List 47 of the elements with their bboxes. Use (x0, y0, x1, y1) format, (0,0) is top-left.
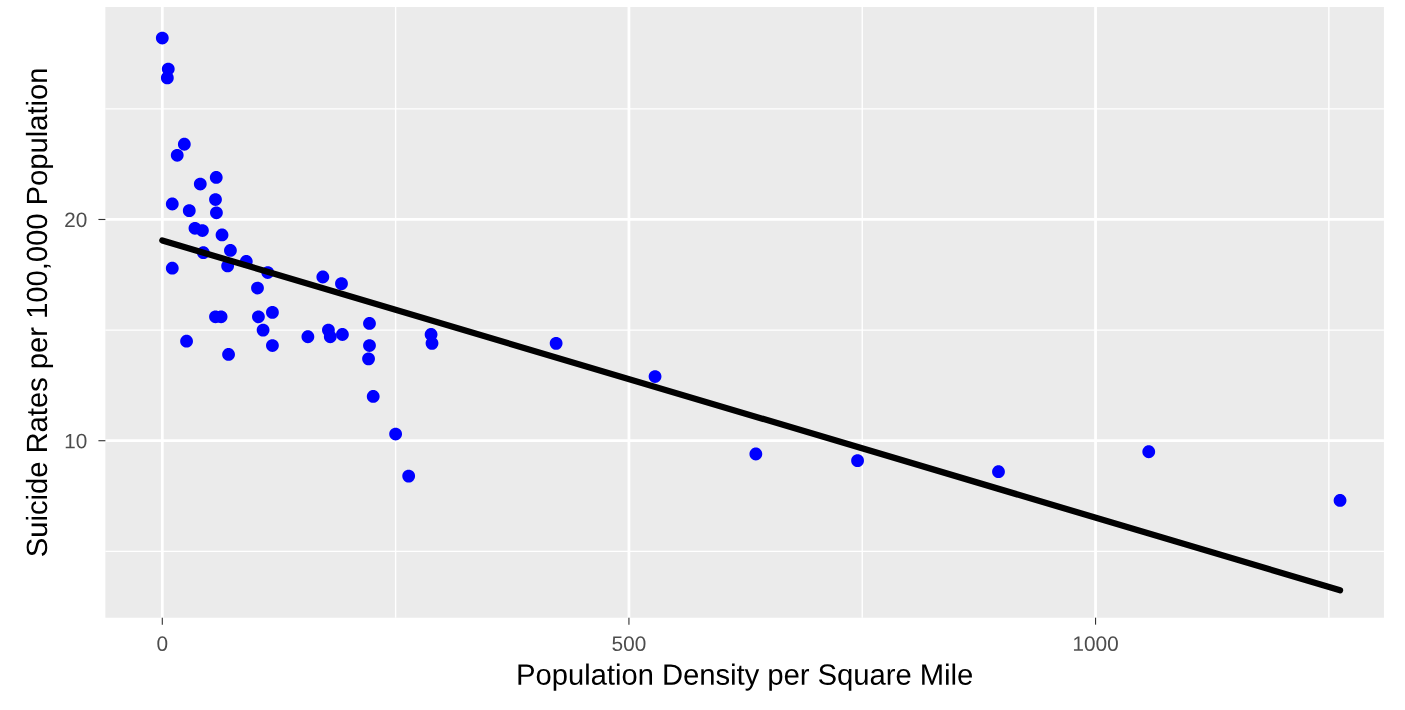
point (256, 323, 270, 337)
point (215, 228, 229, 242)
point (209, 193, 222, 206)
point (1333, 494, 1347, 507)
point (316, 270, 330, 284)
point (749, 447, 763, 461)
point (992, 465, 1005, 479)
point (224, 244, 237, 257)
point (177, 137, 191, 151)
point (155, 31, 169, 45)
point (335, 277, 348, 291)
point (252, 310, 265, 324)
point (196, 224, 209, 237)
point (323, 330, 337, 344)
point (648, 370, 662, 383)
y-tick-label: 20 (65, 212, 87, 228)
point (1142, 445, 1156, 459)
point (402, 469, 416, 483)
point (389, 427, 403, 441)
point (851, 454, 864, 468)
point (193, 177, 207, 191)
point (366, 390, 380, 403)
x-tick-label: 500 (612, 636, 646, 652)
point (180, 334, 193, 348)
point (222, 348, 235, 361)
x-tick-label: 0 (157, 636, 168, 652)
point (425, 336, 439, 350)
x-tick-label: 1000 (1073, 636, 1118, 652)
point (170, 148, 184, 162)
point (165, 197, 179, 211)
point (266, 339, 279, 352)
point (160, 71, 174, 85)
point (266, 306, 279, 319)
y-axis-title: Suicide Rates per 100,000 Population (25, 69, 54, 556)
point (209, 171, 223, 184)
point (301, 330, 315, 344)
point (182, 204, 196, 218)
x-axis-title: Population Density per Square Mile (518, 663, 972, 691)
point (549, 336, 563, 350)
point (362, 352, 375, 366)
point (165, 261, 179, 275)
point (251, 281, 264, 295)
point (363, 317, 376, 330)
y-tick-label: 10 (65, 433, 87, 449)
point (336, 328, 349, 341)
point (210, 206, 223, 220)
point (363, 339, 376, 352)
